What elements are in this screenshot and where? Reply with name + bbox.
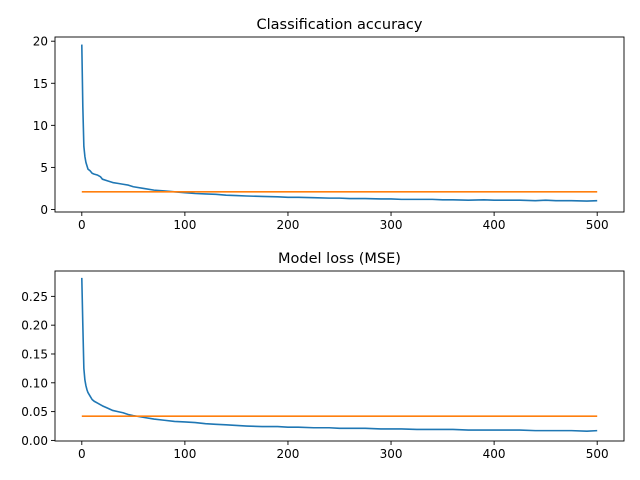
x-tick-label: 0: [78, 447, 86, 461]
axes-frame: [54, 36, 625, 213]
y-tick-label: 20: [33, 35, 48, 49]
series-line-0: [81, 277, 598, 433]
y-tick-label: 0.25: [21, 290, 48, 304]
y-tick-label: 0.05: [21, 405, 48, 419]
x-tick-label: 200: [277, 218, 300, 232]
y-tick-label: 0.00: [21, 434, 48, 448]
x-tick-label: 200: [277, 447, 300, 461]
axes-frame: [54, 270, 625, 442]
series-line-0: [81, 44, 598, 202]
x-tick-label: 100: [173, 447, 196, 461]
x-tick-label: 300: [380, 218, 403, 232]
y-tick-label: 5: [40, 161, 48, 175]
y-tick-label: 0.10: [21, 376, 48, 390]
accuracy-subplot: Classification accuracy 0 100 200 300 400 500 0…: [33, 17, 625, 232]
chart-title: Classification accuracy: [257, 17, 423, 33]
x-tick-label: 100: [173, 218, 196, 232]
x-tick-label: 0: [78, 218, 86, 232]
y-tick-label: 0.20: [21, 319, 48, 333]
x-tick-label: 500: [586, 218, 609, 232]
y-tick-label: 0: [40, 203, 48, 217]
x-tick-label: 400: [483, 447, 506, 461]
y-tick-label: 0.15: [21, 347, 48, 361]
loss-subplot: Model loss (MSE) 0 100 200 300 400 500 0.00 0.05…: [21, 251, 625, 461]
y-tick-label: 15: [33, 77, 48, 91]
y-tick-label: 10: [33, 119, 48, 133]
x-tick-label: 400: [483, 218, 506, 232]
x-tick-label: 300: [380, 447, 403, 461]
chart-title: Model loss (MSE): [278, 251, 401, 267]
x-tick-label: 500: [586, 447, 609, 461]
